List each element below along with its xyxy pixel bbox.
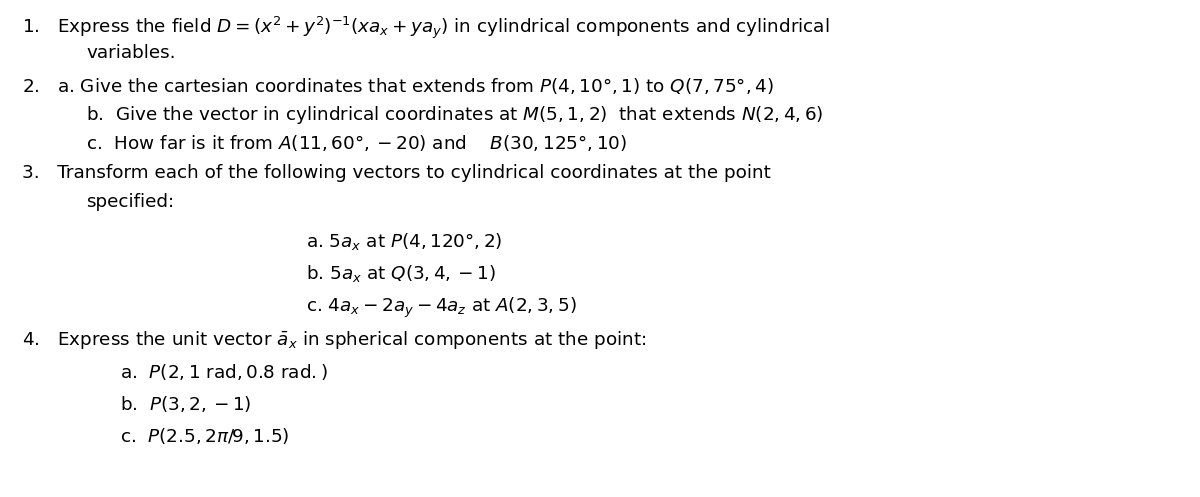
Text: 1.   Express the field $D = (x^2 + y^2)^{-1}(xa_x + ya_y)$ in cylindrical compon: 1. Express the field $D = (x^2 + y^2)^{-… (22, 15, 829, 41)
Text: b.  $P(3,2,-1)$: b. $P(3,2,-1)$ (120, 394, 252, 414)
Text: 3.   Transform each of the following vectors to cylindrical coordinates at the p: 3. Transform each of the following vecto… (22, 164, 770, 182)
Text: b. $5a_x$ at $Q(3,4,-1)$: b. $5a_x$ at $Q(3,4,-1)$ (306, 263, 497, 284)
Text: 4.   Express the unit vector $\bar{a}_x$ in spherical components at the point:: 4. Express the unit vector $\bar{a}_x$ i… (22, 329, 646, 351)
Text: b.  Give the vector in cylindrical coordinates at $M(5,1,2)$  that extends $N(2,: b. Give the vector in cylindrical coordi… (86, 104, 824, 126)
Text: c.  $P(2.5,2\pi/9,1.5)$: c. $P(2.5,2\pi/9,1.5)$ (120, 426, 289, 446)
Text: a. $5a_x$ at $P(4, 120°, 2)$: a. $5a_x$ at $P(4, 120°, 2)$ (306, 231, 503, 252)
Text: variables.: variables. (86, 44, 176, 62)
Text: specified:: specified: (86, 193, 174, 211)
Text: a.  $P(2,1\ \mathrm{rad},0.8\ \mathrm{rad.})$: a. $P(2,1\ \mathrm{rad},0.8\ \mathrm{rad… (120, 362, 328, 382)
Text: c. $4a_x - 2a_y - 4a_z$ at $A(2,3,5)$: c. $4a_x - 2a_y - 4a_z$ at $A(2,3,5)$ (306, 296, 577, 320)
Text: 2.   a. Give the cartesian coordinates that extends from $P(4,10°,1)$ to $Q(7,75: 2. a. Give the cartesian coordinates tha… (22, 76, 774, 95)
Text: c.  How far is it from $A(11,60°,-20)$ and    $B(30,125°,10)$: c. How far is it from $A(11,60°,-20)$ an… (86, 133, 628, 153)
